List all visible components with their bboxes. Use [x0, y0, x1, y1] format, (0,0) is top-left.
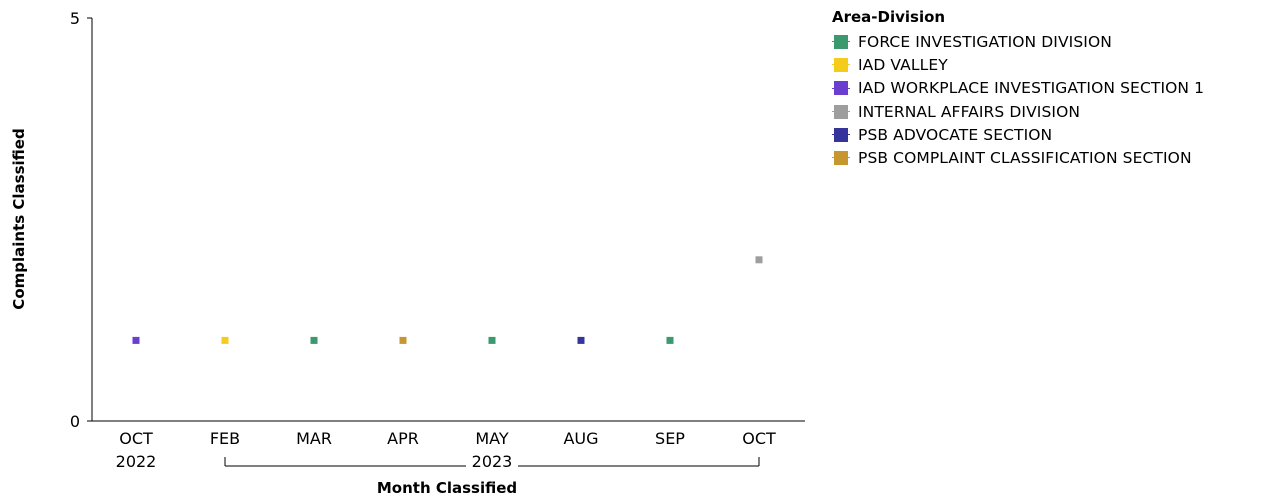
legend-swatch: [834, 57, 848, 72]
x-tick-label: SEP: [655, 429, 685, 448]
y-axis-title: Complaints Classified: [10, 128, 28, 309]
legend-item: PSB ADVOCATE SECTION: [832, 123, 1204, 146]
y-tick-label: 0: [70, 412, 80, 431]
legend-items: FORCE INVESTIGATION DIVISION IAD VALLEY IA…: [832, 30, 1204, 170]
legend-item: PSB COMPLAINT CLASSIFICATION SECTION: [832, 146, 1204, 169]
legend-item: IAD VALLEY: [832, 53, 1204, 76]
legend-label: PSB ADVOCATE SECTION: [858, 125, 1053, 144]
year-group-label: 2023: [472, 452, 513, 471]
x-tick-label: FEB: [210, 429, 240, 448]
legend-label: PSB COMPLAINT CLASSIFICATION SECTION: [858, 149, 1192, 168]
chart-axes: 0 5 OCT 2022 FEB MAR APR MAY AUG SEP OCT 2023: [70, 9, 805, 471]
x-tick-label: OCT: [119, 429, 153, 448]
x-tick-label: MAY: [475, 429, 509, 448]
data-point: [132, 336, 140, 344]
legend-label: INTERNAL AFFAIRS DIVISION: [858, 102, 1081, 121]
x-year-label: 2022: [116, 452, 157, 471]
legend-title: Area-Division: [832, 8, 946, 26]
x-tick-label: AUG: [563, 429, 598, 448]
legend-item: INTERNAL AFFAIRS DIVISION: [832, 100, 1204, 123]
data-point: [488, 336, 496, 344]
legend: Area-Division FORCE INVESTIGATION DIVISI…: [832, 8, 1204, 170]
legend-swatch: [834, 151, 848, 166]
legend-swatch: [834, 81, 848, 96]
legend-swatch: [834, 104, 848, 119]
legend-item: IAD WORKPLACE INVESTIGATION SECTION 1: [832, 77, 1204, 100]
legend-label: IAD VALLEY: [858, 55, 948, 74]
x-axis-title: Month Classified: [377, 479, 517, 497]
data-point: [666, 336, 674, 344]
x-tick-label: MAR: [296, 429, 332, 448]
legend-item: FORCE INVESTIGATION DIVISION: [832, 30, 1204, 53]
data-point: [310, 336, 318, 344]
legend-swatch: [834, 34, 848, 49]
chart-marks: [132, 256, 763, 344]
data-point: [755, 256, 763, 264]
x-tick-label: OCT: [742, 429, 776, 448]
data-point: [577, 336, 585, 344]
x-tick-label: APR: [387, 429, 419, 448]
legend-label: FORCE INVESTIGATION DIVISION: [858, 32, 1112, 51]
legend-label: IAD WORKPLACE INVESTIGATION SECTION 1: [858, 79, 1205, 98]
y-tick-label: 5: [70, 9, 80, 28]
data-point: [221, 336, 229, 344]
legend-swatch: [834, 127, 848, 142]
data-point: [399, 336, 407, 344]
